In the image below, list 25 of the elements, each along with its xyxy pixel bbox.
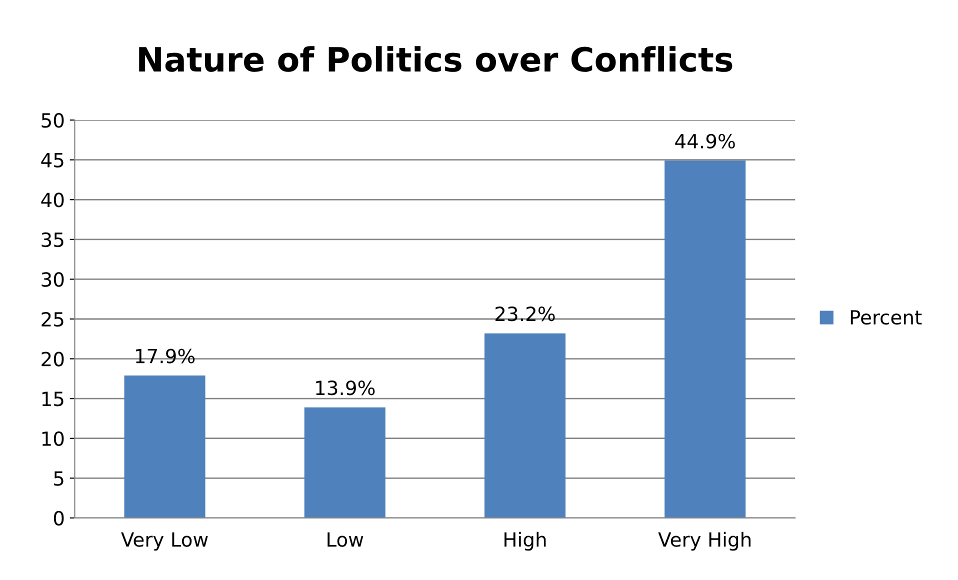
data-label: 44.9% — [675, 134, 735, 149]
bar — [484, 333, 566, 518]
y-tick-label: 0 — [54, 510, 64, 526]
data-label: 23.2% — [496, 306, 555, 322]
y-tick-label: 40 — [41, 192, 64, 208]
y-tick-label: 20 — [42, 352, 64, 366]
chart-title: Nature of Politics over Conflicts — [139, 46, 732, 72]
bar — [124, 376, 206, 518]
x-tick-label: High — [504, 532, 546, 551]
data-label: 13.9% — [316, 380, 375, 396]
y-tick-label: 30 — [42, 272, 64, 287]
y-tick-label: 5 — [54, 471, 64, 486]
x-tick-label: Very High — [658, 532, 750, 551]
bar — [664, 160, 746, 518]
y-tick-label: 25 — [42, 312, 64, 327]
data-label: 17.9% — [136, 348, 195, 364]
y-tick-label: 35 — [42, 232, 64, 248]
y-tick-label: 15 — [42, 392, 64, 406]
y-tick-label: 50 — [42, 113, 64, 128]
legend-label: Percent — [850, 310, 922, 325]
x-tick-label: Low — [328, 532, 364, 547]
y-tick-label: 10 — [42, 431, 64, 446]
x-tick-label: Very Low — [121, 532, 208, 551]
bar — [304, 407, 386, 518]
y-tick-label: 45 — [41, 153, 64, 168]
